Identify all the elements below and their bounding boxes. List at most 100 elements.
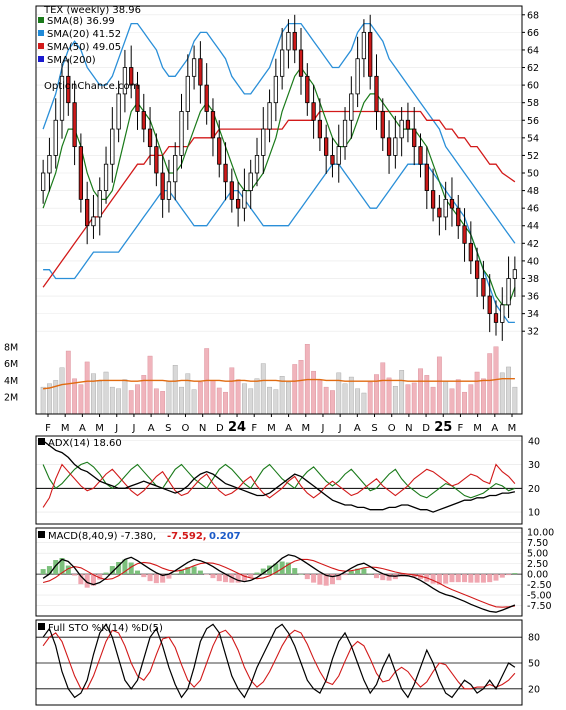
volume-bar (443, 381, 449, 415)
volume-bar (135, 384, 140, 415)
sto-tick-label: 80 (528, 633, 540, 644)
macd-histogram-bar (103, 572, 109, 575)
volume-bar (191, 389, 197, 415)
macd-histogram-bar (311, 574, 317, 583)
candle-body (330, 155, 335, 165)
candle-body (456, 207, 461, 227)
volume-average-line (43, 378, 515, 390)
x-tick-label: F (458, 423, 464, 434)
candle-body (122, 67, 128, 95)
lower-band-line (43, 163, 515, 324)
volume-bar (455, 379, 461, 415)
legend-swatch (38, 56, 44, 62)
macd-histogram-bar (141, 574, 147, 578)
candle-body (41, 172, 46, 191)
candle-body (267, 102, 272, 130)
volume-bar (292, 364, 298, 415)
x-tick-label: F (251, 423, 257, 434)
candle-body (430, 190, 436, 209)
volume-bar (512, 386, 518, 415)
macd-histogram-bar (386, 574, 392, 581)
macd-histogram-bar (109, 566, 115, 575)
x-tick-label: M (61, 423, 70, 434)
candle-body (166, 181, 172, 200)
candle-body (437, 207, 442, 218)
macd-histogram-bar (134, 570, 141, 575)
candle-body (443, 198, 448, 218)
candle-body (317, 119, 323, 139)
volume-bar (348, 376, 354, 415)
macd-histogram-bar (97, 574, 103, 580)
macd-histogram-bar (449, 574, 455, 583)
macd-histogram-bar (462, 574, 468, 583)
macd-histogram-bar (487, 574, 493, 583)
volume-tick-label: 6M (4, 359, 18, 370)
candle-body (380, 111, 385, 139)
volume-bar (147, 355, 153, 415)
candle-body (204, 84, 209, 112)
price-tick-label: 52 (527, 151, 539, 162)
legend-label: SMA(200) (47, 55, 96, 66)
candle-body (248, 172, 253, 191)
macd-histogram-bar (72, 574, 78, 576)
candle-body (97, 190, 102, 218)
x-tick-label: A (79, 423, 86, 434)
volume-panel: 2M 4M 6M 8M (4, 342, 518, 415)
price-tick-label: 42 (527, 239, 539, 250)
candle-body (129, 67, 134, 86)
x-tick-label: D (216, 423, 224, 434)
minus-di-line (42, 463, 516, 508)
macd-histogram-bar (122, 559, 128, 575)
macd-histogram-bar (292, 568, 298, 575)
candle-body (386, 137, 392, 156)
macd-histogram-bar (480, 574, 486, 583)
macd-histogram-bar (367, 573, 373, 575)
x-tick-label: S (165, 423, 171, 434)
macd-histogram-bar (405, 574, 411, 577)
volume-bar (355, 388, 361, 415)
price-tick-label: 38 (527, 274, 539, 285)
macd-histogram-bar (323, 574, 329, 586)
macd-histogram-bar (348, 571, 354, 575)
volume-bar (235, 379, 241, 415)
macd-tick-label: -2.50 (527, 580, 552, 591)
volume-bar (273, 389, 279, 415)
candle-body (160, 172, 165, 200)
macd-histogram-bar (304, 574, 310, 580)
volume-bar (298, 360, 304, 415)
x-tick-label: M (95, 423, 104, 434)
candle-body (273, 75, 278, 104)
macd-histogram-bar (191, 566, 197, 575)
price-tick-label: 32 (527, 327, 539, 338)
macd-histogram-bar (235, 574, 241, 583)
volume-bar (116, 388, 122, 415)
volume-bar (481, 378, 486, 415)
candle-body (154, 146, 159, 174)
macd-histogram-bar (443, 574, 449, 584)
volume-bar (361, 392, 367, 415)
candle-body (72, 102, 77, 148)
macd-histogram-bar (279, 561, 285, 575)
adx-line (42, 440, 516, 513)
macd-histogram-bar (178, 569, 185, 575)
adx-label: ADX(14) 18.60 (48, 438, 122, 449)
volume-bar (65, 350, 71, 415)
volume-bar (430, 386, 436, 415)
macd-histogram-bar (361, 568, 367, 575)
candle-body (47, 155, 52, 174)
price-tick-label: 56 (527, 116, 539, 127)
volume-bar (78, 384, 84, 415)
macd-histogram-bar (248, 574, 254, 578)
price-panel: 32 34 36 38 40 42 44 46 48 50 52 54 56 58 60 62 64 66 68 TE… (36, 5, 539, 341)
candle-body (110, 128, 115, 165)
macd-legend-swatch (38, 531, 45, 538)
macd-histogram-bar (172, 573, 178, 575)
macd-histogram-bar (84, 574, 90, 588)
macd-histogram-bar (128, 562, 134, 575)
candle-body (53, 119, 58, 156)
candle-body (286, 31, 291, 51)
macd-histogram-bar (512, 573, 518, 575)
price-tick-label: 46 (527, 204, 539, 215)
x-tick-label: D (422, 423, 430, 434)
volume-bar (386, 377, 392, 415)
